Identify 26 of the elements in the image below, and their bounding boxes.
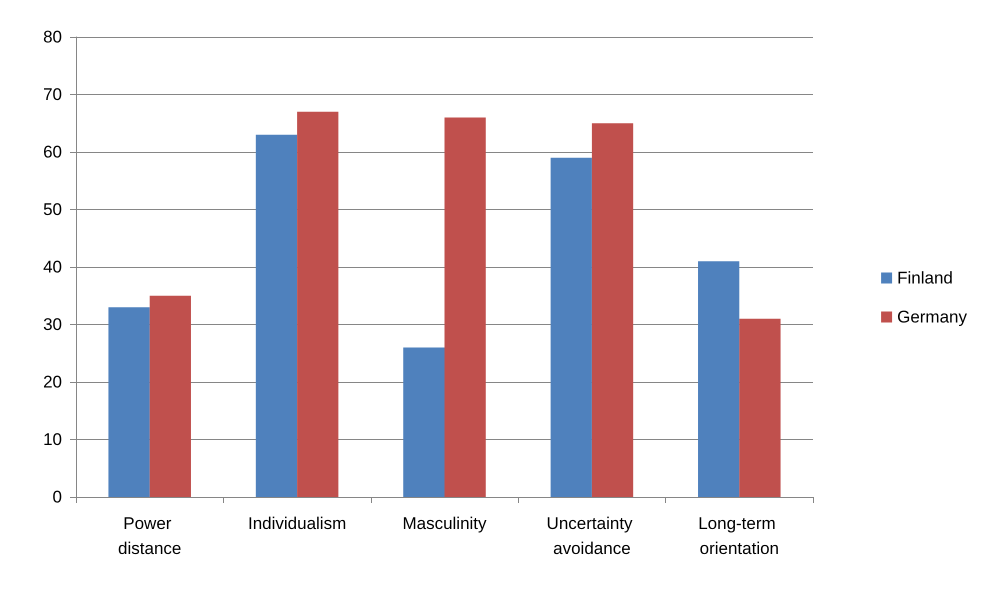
y-tick-label: 0	[52, 488, 62, 506]
y-tick-label: 40	[43, 258, 62, 276]
x-tick-label: Long-term orientation	[698, 514, 780, 558]
y-tick-label: 50	[43, 200, 62, 219]
bar	[297, 112, 338, 497]
y-tick-label: 10	[43, 430, 62, 449]
legend-label: Finland	[897, 268, 953, 288]
y-tick-label: 30	[43, 315, 62, 334]
bar	[256, 134, 298, 497]
bar	[550, 158, 592, 497]
bar	[592, 123, 634, 497]
bar	[108, 307, 150, 497]
bar	[403, 348, 444, 497]
y-tick-label: 20	[43, 372, 62, 392]
bar	[698, 261, 740, 497]
bar	[739, 318, 781, 497]
x-tick-label: Power distance	[118, 514, 182, 558]
x-tick-label: Individualism	[248, 514, 346, 533]
x-tick-label: Masculinity	[402, 514, 488, 533]
bar	[150, 296, 191, 497]
x-tick-label: Uncertainty avoidance	[546, 514, 638, 558]
bar	[444, 118, 486, 497]
y-tick-label: 70	[43, 85, 62, 104]
y-tick-label: 80	[43, 28, 62, 46]
legend-label: Germany	[897, 308, 968, 326]
y-tick-label: 60	[43, 142, 62, 162]
